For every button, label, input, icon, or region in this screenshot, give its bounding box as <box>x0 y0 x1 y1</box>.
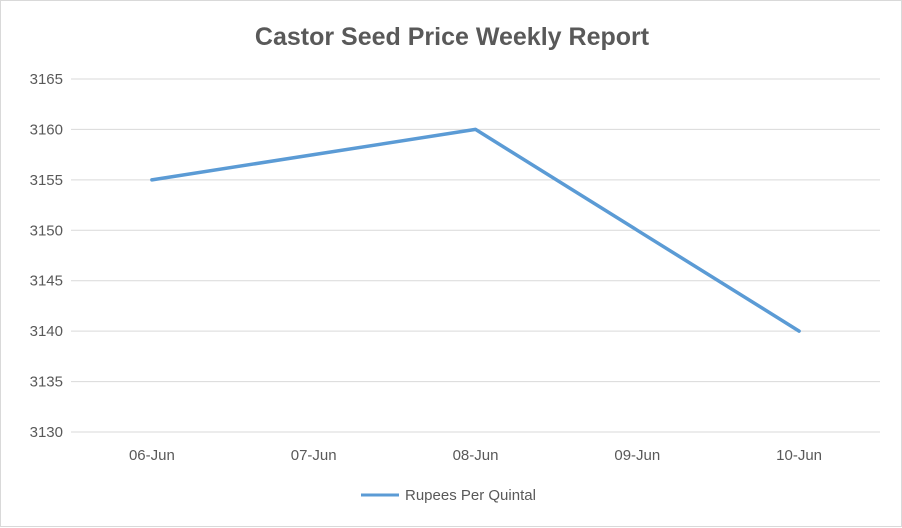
y-tick-label: 3150 <box>30 222 63 239</box>
y-tick-label: 3130 <box>30 424 63 441</box>
x-tick-label: 08-Jun <box>453 447 499 464</box>
gridlines <box>71 78 880 433</box>
y-tick-label: 3135 <box>30 374 63 391</box>
x-tick-label: 09-Jun <box>614 447 660 464</box>
data-point <box>635 228 639 232</box>
x-axis: 06-Jun 07-Jun 08-Jun 09-Jun 10-Jun <box>129 447 822 464</box>
x-tick-label: 10-Jun <box>776 447 822 464</box>
legend-label: Rupees Per Quintal <box>405 487 536 504</box>
y-tick-label: 3165 <box>30 71 63 88</box>
y-tick-label: 3140 <box>30 323 63 340</box>
x-tick-label: 06-Jun <box>129 447 175 464</box>
data-point <box>474 127 477 131</box>
data-point <box>312 153 316 157</box>
legend: Rupees Per Quintal <box>361 487 536 504</box>
series-layer <box>150 127 801 333</box>
chart-title: Castor Seed Price Weekly Report <box>255 23 650 51</box>
y-axis: 3130 3135 3140 3145 3150 3155 3160 3165 <box>30 71 63 441</box>
y-tick-label: 3160 <box>30 121 63 138</box>
x-tick-label: 07-Jun <box>291 447 337 464</box>
data-point <box>797 329 801 333</box>
y-tick-label: 3155 <box>30 172 63 189</box>
data-point <box>150 178 154 182</box>
y-tick-label: 3145 <box>30 273 63 290</box>
